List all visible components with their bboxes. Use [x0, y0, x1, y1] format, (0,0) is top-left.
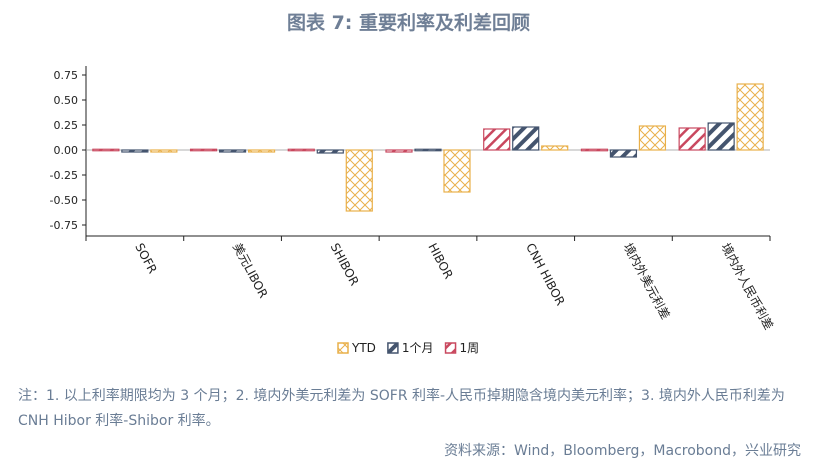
bar-1周-5 — [580, 148, 609, 152]
x-tick-label: SOFR — [132, 241, 160, 276]
bar-chart: 0.75 0.50 0.25 0.00 -0.25 -0.50 -0.75 SOFR 美元LI… — [50, 66, 777, 355]
y-tick-label: 0.50 — [54, 94, 79, 107]
x-tick-label: 境内外人民币利差 — [718, 240, 776, 332]
legend-swatch — [444, 342, 457, 354]
legend-label: 1个月 — [402, 341, 434, 355]
bar-1周-0 — [92, 148, 120, 152]
bar-1周-2 — [287, 148, 315, 152]
bar-1周-3 — [385, 149, 413, 153]
bar-YTD-0 — [150, 149, 178, 153]
bar-YTD-5 — [638, 125, 667, 151]
bar-1个月-5 — [609, 149, 638, 158]
bar-1个月-4 — [512, 126, 540, 151]
bar-1个月-0 — [121, 149, 149, 153]
bar-YTD-4 — [541, 145, 569, 151]
x-tick-labels: SOFR 美元LIBOR SHIBOR HIBOR CNH HIBOR 境内外美元利差 境内… — [132, 240, 777, 332]
bar-1个月-3 — [414, 148, 442, 152]
bar-YTD-2 — [345, 149, 373, 212]
footnote: 注：1. 以上利率期限均为 3 个月；2. 境内外美元利差为 SOFR 利率-人… — [18, 388, 785, 429]
x-tick-label: 美元LIBOR — [230, 241, 271, 301]
bar-1个月-6 — [707, 122, 735, 151]
y-tick-label: -0.50 — [50, 194, 78, 207]
legend-item-YTD: YTD — [337, 341, 376, 355]
bar-1周-6 — [678, 127, 706, 151]
legend-item-1周: 1周 — [444, 341, 480, 355]
y-tick-label: 0.75 — [54, 69, 79, 82]
legend-label: 1周 — [460, 341, 480, 355]
y-tick-label: 0.25 — [54, 119, 79, 132]
legend-item-1个月: 1个月 — [387, 341, 434, 355]
x-tick-label: HIBOR — [425, 241, 455, 281]
y-tick-label: -0.75 — [50, 219, 78, 232]
bar-1个月-1 — [218, 149, 247, 153]
y-tick-label: -0.25 — [50, 169, 78, 182]
x-tick-label: CNH HIBOR — [523, 241, 568, 308]
bar-YTD-3 — [443, 149, 471, 193]
axis-layer: 0.75 0.50 0.25 0.00 -0.25 -0.50 -0.75 — [50, 66, 771, 241]
bar-1周-1 — [189, 148, 218, 152]
bars-layer — [92, 83, 764, 212]
x-tick-label: SHIBOR — [328, 241, 362, 288]
legend-swatch — [387, 342, 399, 354]
legend: YTD 1个月 1周 — [337, 341, 480, 355]
chart-title: 图表 7: 重要利率及利差回顾 — [286, 12, 531, 34]
source-note: 资料来源：Wind，Bloomberg，Macrobond，兴业研究 — [444, 443, 801, 459]
x-tick-label: 境内外美元利差 — [621, 240, 674, 321]
bar-1个月-2 — [316, 149, 344, 154]
bar-YTD-6 — [736, 83, 764, 151]
legend-swatch — [337, 342, 349, 354]
y-tick-label: 0.00 — [54, 144, 79, 157]
legend-label: YTD — [351, 341, 376, 355]
bar-YTD-1 — [247, 149, 276, 153]
bar-1周-4 — [483, 128, 511, 151]
